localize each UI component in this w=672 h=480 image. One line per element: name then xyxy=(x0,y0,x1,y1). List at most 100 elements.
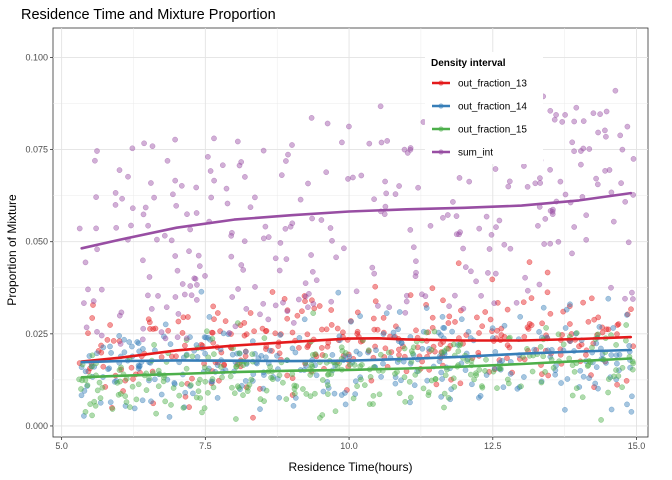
scatter-point-out_fraction_14 xyxy=(338,392,345,398)
scatter-point-out_fraction_15 xyxy=(456,342,463,349)
scatter-point-out_fraction_15 xyxy=(496,365,503,372)
scatter-point-sum_int xyxy=(308,252,314,258)
scatter-point-out_fraction_15 xyxy=(589,344,595,351)
scatter-point-out_fraction_15 xyxy=(410,344,417,351)
scatter-point-out_fraction_14 xyxy=(82,368,89,375)
scatter-point-out_fraction_13 xyxy=(413,327,419,334)
scatter-point-sum_int xyxy=(146,274,153,280)
scatter-point-sum_int xyxy=(553,112,559,118)
scatter-point-sum_int xyxy=(118,309,125,316)
scatter-point-out_fraction_13 xyxy=(158,354,165,360)
scatter-point-out_fraction_15 xyxy=(338,344,345,351)
scatter-point-out_fraction_15 xyxy=(189,353,196,360)
scatter-point-out_fraction_15 xyxy=(367,374,374,380)
scatter-point-out_fraction_14 xyxy=(134,339,141,345)
scatter-point-sum_int xyxy=(236,162,243,169)
scatter-point-out_fraction_13 xyxy=(304,344,311,351)
scatter-point-sum_int xyxy=(610,218,617,225)
scatter-point-out_fraction_15 xyxy=(473,370,479,377)
scatter-point-sum_int xyxy=(339,139,345,146)
scatter-point-out_fraction_13 xyxy=(182,342,188,349)
legend-title: Density interval xyxy=(431,58,506,69)
scatter-point-out_fraction_13 xyxy=(382,345,389,352)
scatter-point-sum_int xyxy=(401,146,408,153)
scatter-point-out_fraction_13 xyxy=(222,318,229,324)
scatter-point-sum_int xyxy=(183,335,190,342)
scatter-point-sum_int xyxy=(460,245,466,252)
scatter-point-out_fraction_14 xyxy=(564,376,571,382)
scatter-point-sum_int xyxy=(377,103,384,110)
legend-key-point xyxy=(438,103,444,109)
scatter-point-out_fraction_14 xyxy=(373,347,379,354)
scatter-point-sum_int xyxy=(277,240,284,246)
scatter-point-out_fraction_14 xyxy=(274,352,280,359)
scatter-point-sum_int xyxy=(81,300,87,306)
scatter-point-sum_int xyxy=(383,190,390,197)
scatter-point-out_fraction_14 xyxy=(205,335,212,341)
scatter-point-out_fraction_15 xyxy=(520,354,526,360)
scatter-point-out_fraction_15 xyxy=(396,390,403,396)
scatter-point-out_fraction_14 xyxy=(469,381,475,388)
scatter-point-out_fraction_13 xyxy=(182,393,189,400)
scatter-point-out_fraction_14 xyxy=(531,346,538,353)
scatter-point-out_fraction_15 xyxy=(97,395,104,401)
scatter-point-out_fraction_13 xyxy=(525,326,532,332)
scatter-point-out_fraction_14 xyxy=(499,357,506,364)
scatter-point-sum_int xyxy=(630,296,636,302)
scatter-point-sum_int xyxy=(224,200,231,207)
scatter-point-out_fraction_15 xyxy=(406,378,413,385)
scatter-point-sum_int xyxy=(145,222,151,229)
scatter-point-out_fraction_13 xyxy=(614,381,620,388)
scatter-point-out_fraction_15 xyxy=(99,384,106,391)
scatter-point-out_fraction_14 xyxy=(613,376,620,383)
scatter-point-out_fraction_14 xyxy=(439,313,446,320)
scatter-point-out_fraction_15 xyxy=(197,376,203,383)
scatter-point-out_fraction_14 xyxy=(448,386,455,393)
scatter-point-out_fraction_13 xyxy=(107,322,113,328)
scatter-point-sum_int xyxy=(382,203,389,210)
scatter-point-sum_int xyxy=(547,166,553,173)
scatter-point-out_fraction_15 xyxy=(117,390,124,397)
scatter-point-sum_int xyxy=(295,296,302,303)
scatter-point-out_fraction_13 xyxy=(446,313,453,320)
scatter-point-out_fraction_15 xyxy=(219,374,225,381)
scatter-point-out_fraction_13 xyxy=(145,316,152,323)
scatter-point-sum_int xyxy=(260,235,267,242)
scatter-point-out_fraction_13 xyxy=(463,332,470,338)
scatter-point-out_fraction_13 xyxy=(448,376,454,383)
scatter-point-sum_int xyxy=(207,168,214,174)
scatter-point-sum_int xyxy=(309,268,316,275)
scatter-point-out_fraction_15 xyxy=(180,404,187,411)
scatter-point-out_fraction_13 xyxy=(242,353,249,360)
scatter-point-out_fraction_15 xyxy=(431,328,438,335)
scatter-point-out_fraction_13 xyxy=(487,316,494,323)
scatter-point-out_fraction_14 xyxy=(81,388,88,394)
scatter-point-out_fraction_13 xyxy=(110,338,117,344)
scatter-point-out_fraction_14 xyxy=(540,304,547,311)
scatter-point-out_fraction_13 xyxy=(284,372,291,379)
scatter-point-sum_int xyxy=(535,222,541,229)
scatter-point-sum_int xyxy=(306,290,312,297)
scatter-point-out_fraction_13 xyxy=(340,329,346,336)
legend-label: out_fraction_13 xyxy=(458,79,527,90)
scatter-point-sum_int xyxy=(158,329,165,335)
scatter-point-out_fraction_13 xyxy=(370,315,377,322)
scatter-point-out_fraction_13 xyxy=(475,349,482,356)
scatter-point-out_fraction_14 xyxy=(593,364,600,370)
scatter-point-out_fraction_15 xyxy=(585,362,592,368)
scatter-point-out_fraction_13 xyxy=(318,345,325,351)
scatter-point-out_fraction_14 xyxy=(289,345,296,352)
scatter-point-out_fraction_13 xyxy=(311,305,318,312)
scatter-point-out_fraction_15 xyxy=(325,391,331,397)
scatter-point-sum_int xyxy=(247,204,254,211)
scatter-point-out_fraction_15 xyxy=(425,392,432,398)
scatter-point-sum_int xyxy=(346,123,352,130)
legend-key-point xyxy=(438,126,444,132)
scatter-point-out_fraction_14 xyxy=(395,326,401,333)
scatter-point-out_fraction_13 xyxy=(89,315,96,321)
scatter-point-sum_int xyxy=(234,138,241,145)
y-tick-label: 0.050 xyxy=(25,237,48,247)
scatter-point-sum_int xyxy=(205,153,211,160)
scatter-point-out_fraction_14 xyxy=(552,371,559,378)
scatter-point-sum_int xyxy=(375,303,381,309)
